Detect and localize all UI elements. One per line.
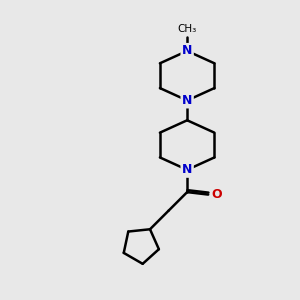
Text: N: N: [182, 94, 192, 107]
Text: CH₃: CH₃: [178, 24, 197, 34]
Text: N: N: [182, 44, 192, 57]
Text: O: O: [212, 188, 222, 201]
Text: N: N: [182, 163, 192, 176]
